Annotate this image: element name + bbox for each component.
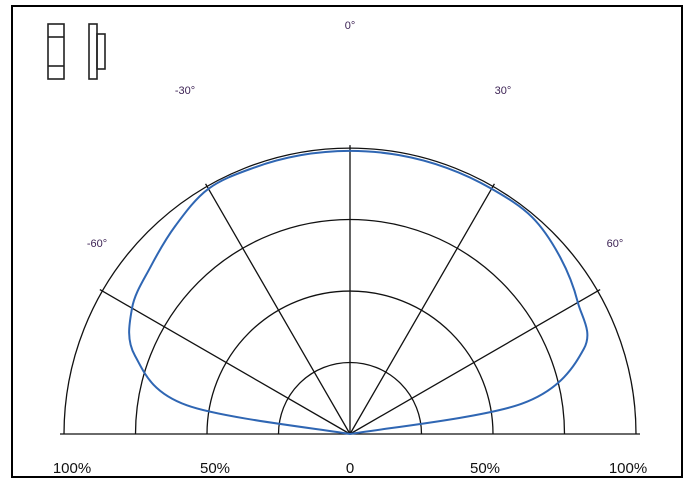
curve-point--70	[134, 354, 136, 357]
spoke--60	[99, 289, 351, 435]
radial-label-3: 50%	[470, 460, 500, 477]
curve-point--30	[207, 187, 210, 190]
curve-point-0	[349, 150, 351, 152]
curve-point-10	[398, 154, 400, 156]
polar-grid	[60, 145, 640, 435]
spoke--30	[205, 183, 351, 435]
angle-label--60: -60°	[87, 238, 107, 250]
beam-side-view-icon	[88, 23, 106, 80]
spoke-30	[349, 183, 495, 435]
curve-point--60	[131, 307, 133, 309]
curve-point-50	[559, 256, 562, 259]
curve-point-20	[446, 167, 448, 169]
curve-point-30	[490, 187, 493, 190]
header-icons	[47, 23, 106, 80]
curve-point-80	[521, 402, 523, 405]
intensity-curve-0	[128, 149, 589, 435]
chart-frame: -60° -30° 0° 30° 60° 100% 50% 0 50% 100%	[11, 5, 683, 478]
curve-point--40	[174, 225, 177, 227]
polar-chart: -60° -30° 0° 30° 60° 100% 50% 0 50% 100%	[47, 20, 647, 477]
curve-point-60	[577, 301, 579, 304]
spoke-60	[349, 289, 601, 435]
beam-front-view-icon	[47, 23, 65, 80]
axis-labels: -60° -30° 0° 30° 60° 100% 50% 0 50% 100%	[53, 20, 647, 477]
radial-label-0: 100%	[53, 460, 91, 477]
angle-label-0: 0°	[345, 20, 356, 32]
curve-point--50	[149, 265, 152, 268]
curve-point--10	[300, 154, 302, 156]
curve-point--20	[252, 167, 254, 169]
curve-point-90	[349, 433, 351, 435]
intensity-curves	[128, 149, 589, 435]
angle-label--30: -30°	[175, 85, 195, 97]
angle-label-30: 30°	[495, 85, 512, 97]
curve-point-40	[531, 216, 533, 218]
radial-label-1: 50%	[200, 460, 230, 477]
curve-point-70	[583, 348, 585, 350]
radial-label-2: 0	[346, 460, 354, 477]
curve-point--80	[185, 404, 188, 406]
angle-label-60: 60°	[607, 238, 624, 250]
radial-label-4: 100%	[609, 460, 647, 477]
